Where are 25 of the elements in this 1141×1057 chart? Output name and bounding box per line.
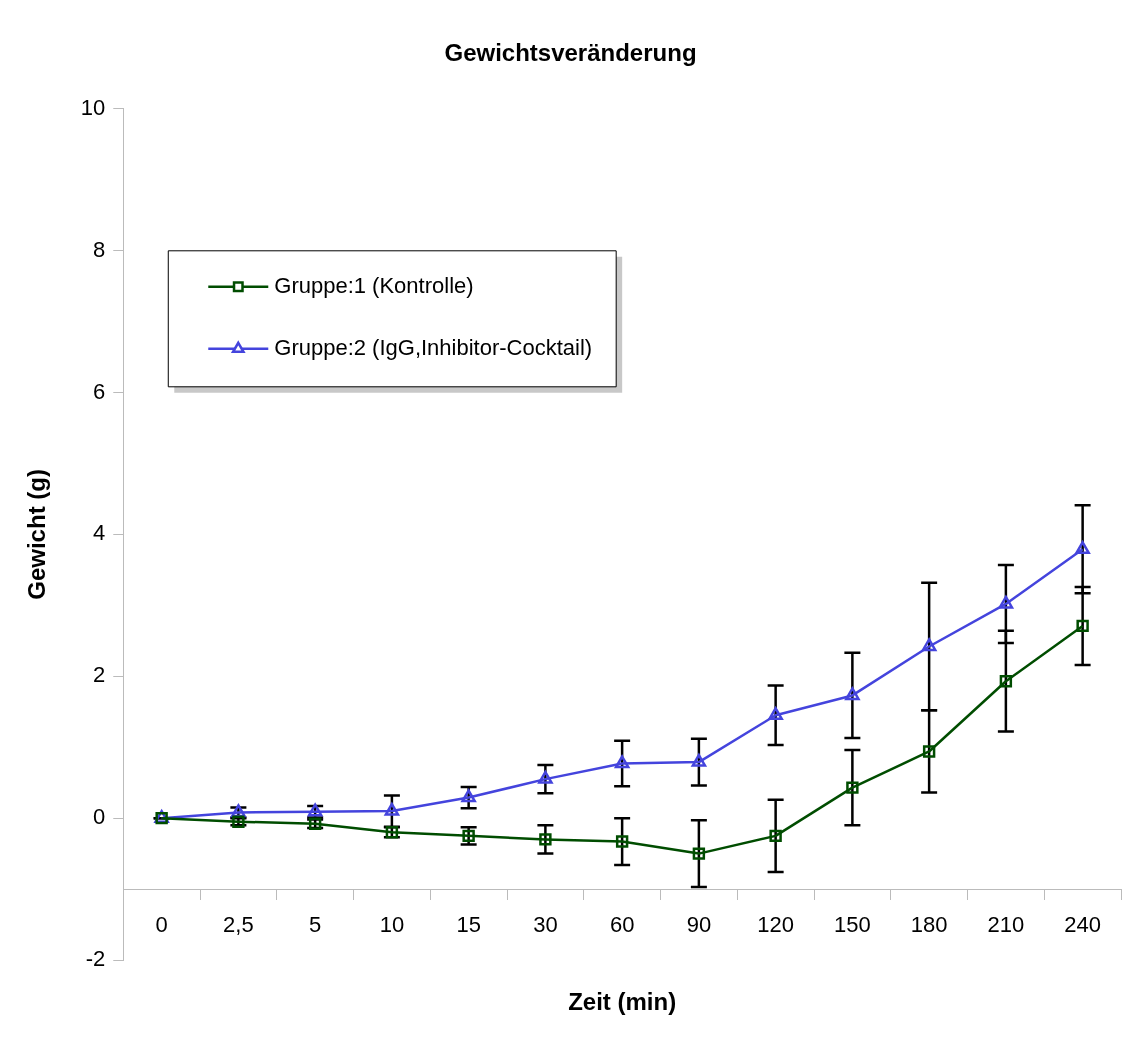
y-tick-label: 10	[80, 94, 106, 120]
y-tick-label: 2	[93, 662, 106, 688]
x-tick-label: 0	[155, 912, 168, 938]
y-axis-title: Gewicht (g)	[23, 469, 51, 600]
y-tick-label: -2	[85, 946, 106, 972]
x-tick-label: 60	[609, 912, 635, 938]
x-tick-label: 240	[1064, 912, 1101, 938]
x-tick-label: 150	[834, 912, 871, 938]
x-tick-label: 5	[309, 912, 322, 938]
chart-title: Gewichtsveränderung	[444, 39, 697, 67]
x-tick-label: 2,5	[223, 912, 254, 938]
legend-label: Gruppe:1 (Kontrolle)	[274, 272, 474, 298]
legend-label: Gruppe:2 (IgG,Inhibitor-Cocktail)	[274, 334, 593, 360]
y-tick-label: 8	[93, 236, 106, 262]
y-tick-label: 4	[93, 520, 106, 546]
y-tick-label: 6	[93, 378, 106, 404]
x-tick-label: 30	[533, 912, 558, 938]
y-tick-label: 0	[93, 804, 106, 830]
x-tick-label: 10	[379, 912, 405, 938]
x-tick-label: 120	[757, 912, 794, 938]
x-axis-title: Zeit (min)	[568, 987, 677, 1015]
x-tick-label: 210	[987, 912, 1025, 938]
x-tick-label: 90	[686, 912, 712, 938]
x-tick-label: 15	[456, 912, 481, 938]
x-tick-label: 180	[910, 912, 948, 938]
